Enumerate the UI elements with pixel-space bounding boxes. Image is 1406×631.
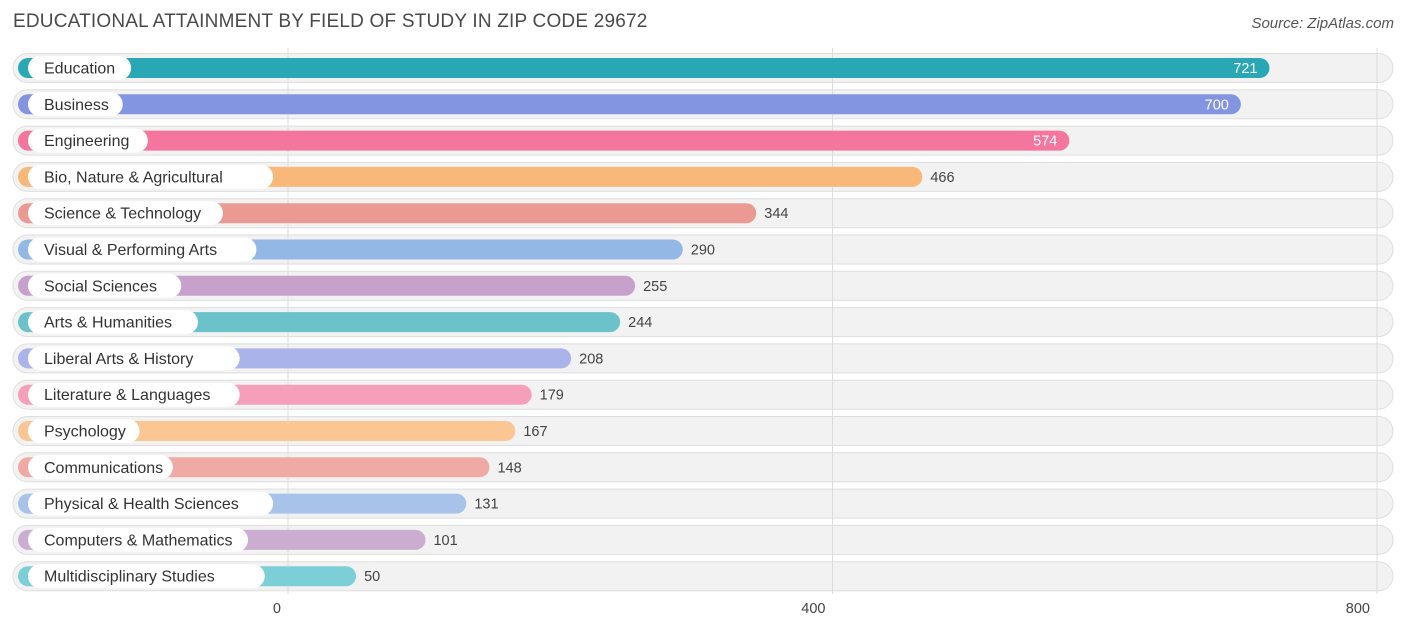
category-label: Social Sciences bbox=[44, 278, 157, 295]
value-label: 50 bbox=[364, 569, 380, 585]
category-label: Visual & Performing Arts bbox=[44, 242, 217, 259]
category-label-pill bbox=[28, 419, 140, 443]
category-label-pill bbox=[28, 273, 182, 298]
category-label: Engineering bbox=[44, 133, 129, 150]
value-label: 344 bbox=[764, 206, 788, 222]
category-label: Literature & Languages bbox=[44, 387, 210, 404]
value-label: 466 bbox=[930, 170, 954, 186]
value-label: 208 bbox=[579, 351, 603, 367]
bars: Education 721 Business 700 Engineering 574 Bio… bbox=[18, 56, 1270, 589]
value-label: 131 bbox=[474, 497, 498, 513]
value-label: 148 bbox=[497, 460, 521, 476]
category-label-pill bbox=[28, 455, 173, 480]
x-axis-ticks: 0 400 800 bbox=[273, 601, 1370, 617]
row-track bbox=[12, 561, 1394, 592]
bar-education bbox=[18, 58, 1270, 78]
value-label: 721 bbox=[1233, 61, 1257, 77]
category-label-pill bbox=[28, 491, 274, 516]
bar-psychology bbox=[18, 421, 516, 441]
value-label: 179 bbox=[540, 388, 564, 404]
bar-business bbox=[18, 94, 1241, 115]
category-label: Bio, Nature & Agricultural bbox=[44, 169, 223, 186]
category-label: Arts & Humanities bbox=[44, 315, 172, 332]
category-label: Business bbox=[44, 97, 109, 114]
chart-title: EDUCATIONAL ATTAINMENT BY FIELD OF STUDY… bbox=[13, 11, 648, 32]
category-label: Multidisciplinary Studies bbox=[44, 569, 215, 586]
category-label: Science & Technology bbox=[44, 206, 201, 223]
category-label-pill bbox=[28, 564, 265, 589]
category-label-pill bbox=[28, 237, 257, 262]
category-label-pill bbox=[28, 128, 148, 153]
value-label: 244 bbox=[628, 315, 652, 331]
category-label-pill bbox=[28, 527, 249, 552]
value-label: 700 bbox=[1205, 97, 1229, 113]
category-label: Liberal Arts & History bbox=[44, 351, 193, 368]
bar-engineering bbox=[18, 130, 1070, 151]
category-label: Communications bbox=[44, 460, 163, 477]
value-label: 290 bbox=[691, 243, 715, 259]
source-credit: Source: ZipAtlas.com bbox=[1251, 15, 1394, 32]
value-label: 101 bbox=[433, 533, 457, 549]
value-label: 167 bbox=[523, 424, 547, 440]
tick-label: 0 bbox=[273, 601, 281, 617]
category-label: Computers & Mathematics bbox=[44, 532, 233, 549]
category-label-pill bbox=[28, 310, 198, 335]
category-label: Physical & Health Sciences bbox=[44, 496, 239, 513]
category-label: Education bbox=[44, 61, 115, 78]
category-label-pill bbox=[28, 92, 123, 117]
category-label-pill bbox=[28, 382, 240, 407]
tick-label: 400 bbox=[801, 601, 825, 617]
category-label-pill bbox=[28, 346, 240, 371]
tick-label: 800 bbox=[1346, 601, 1370, 617]
value-label: 574 bbox=[1033, 134, 1057, 150]
category-label-pill bbox=[28, 164, 274, 189]
category-label-pill bbox=[28, 56, 132, 80]
value-label: 255 bbox=[643, 279, 667, 295]
category-label-pill bbox=[28, 201, 223, 226]
category-label: Psychology bbox=[44, 424, 126, 441]
